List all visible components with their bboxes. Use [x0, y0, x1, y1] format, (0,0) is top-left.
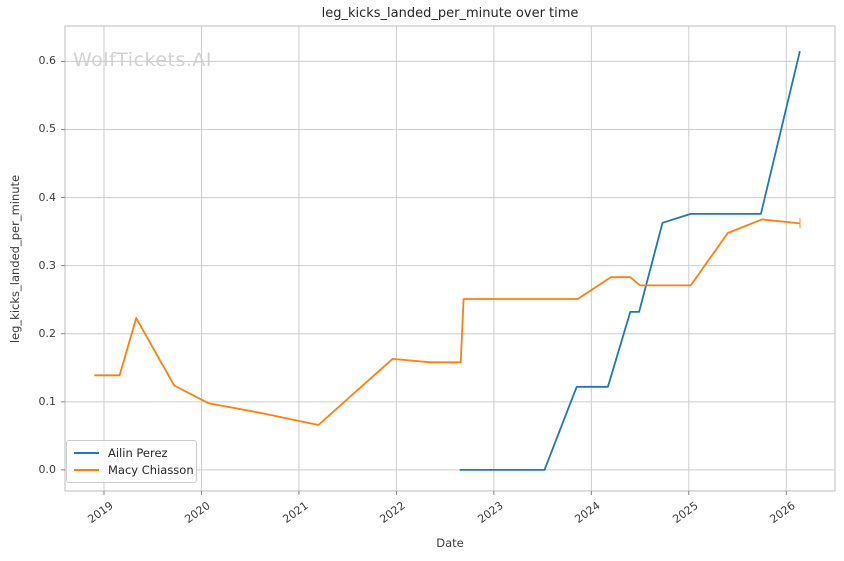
- y-tick-label: 0.0: [38, 462, 57, 476]
- y-tick-label: 0.3: [38, 258, 57, 272]
- legend-label: Ailin Perez: [108, 446, 168, 460]
- y-tick-label: 0.2: [38, 326, 57, 340]
- y-tick-label: 0.6: [38, 54, 57, 68]
- y-tick-label: 0.1: [38, 394, 57, 408]
- x-axis-label: Date: [436, 536, 464, 550]
- legend-item-ailin-perez: Ailin Perez: [74, 446, 188, 460]
- y-tick-label: 0.5: [38, 122, 57, 136]
- legend-line-swatch: [74, 452, 99, 454]
- plot-border: [64, 25, 836, 492]
- series-line-macy-chiasson: [94, 218, 800, 426]
- legend: Ailin Perez Macy Chiasson: [66, 440, 197, 483]
- legend-item-macy-chiasson: Macy Chiasson: [74, 463, 194, 477]
- chart-title: leg_kicks_landed_per_minute over time: [321, 6, 579, 21]
- y-tick-label: 0.4: [38, 190, 57, 204]
- legend-label: Macy Chiasson: [108, 463, 194, 477]
- watermark: WolfTickets.AI: [73, 49, 213, 71]
- series-line-ailin-perez: [459, 50, 801, 471]
- legend-line-swatch: [74, 469, 99, 471]
